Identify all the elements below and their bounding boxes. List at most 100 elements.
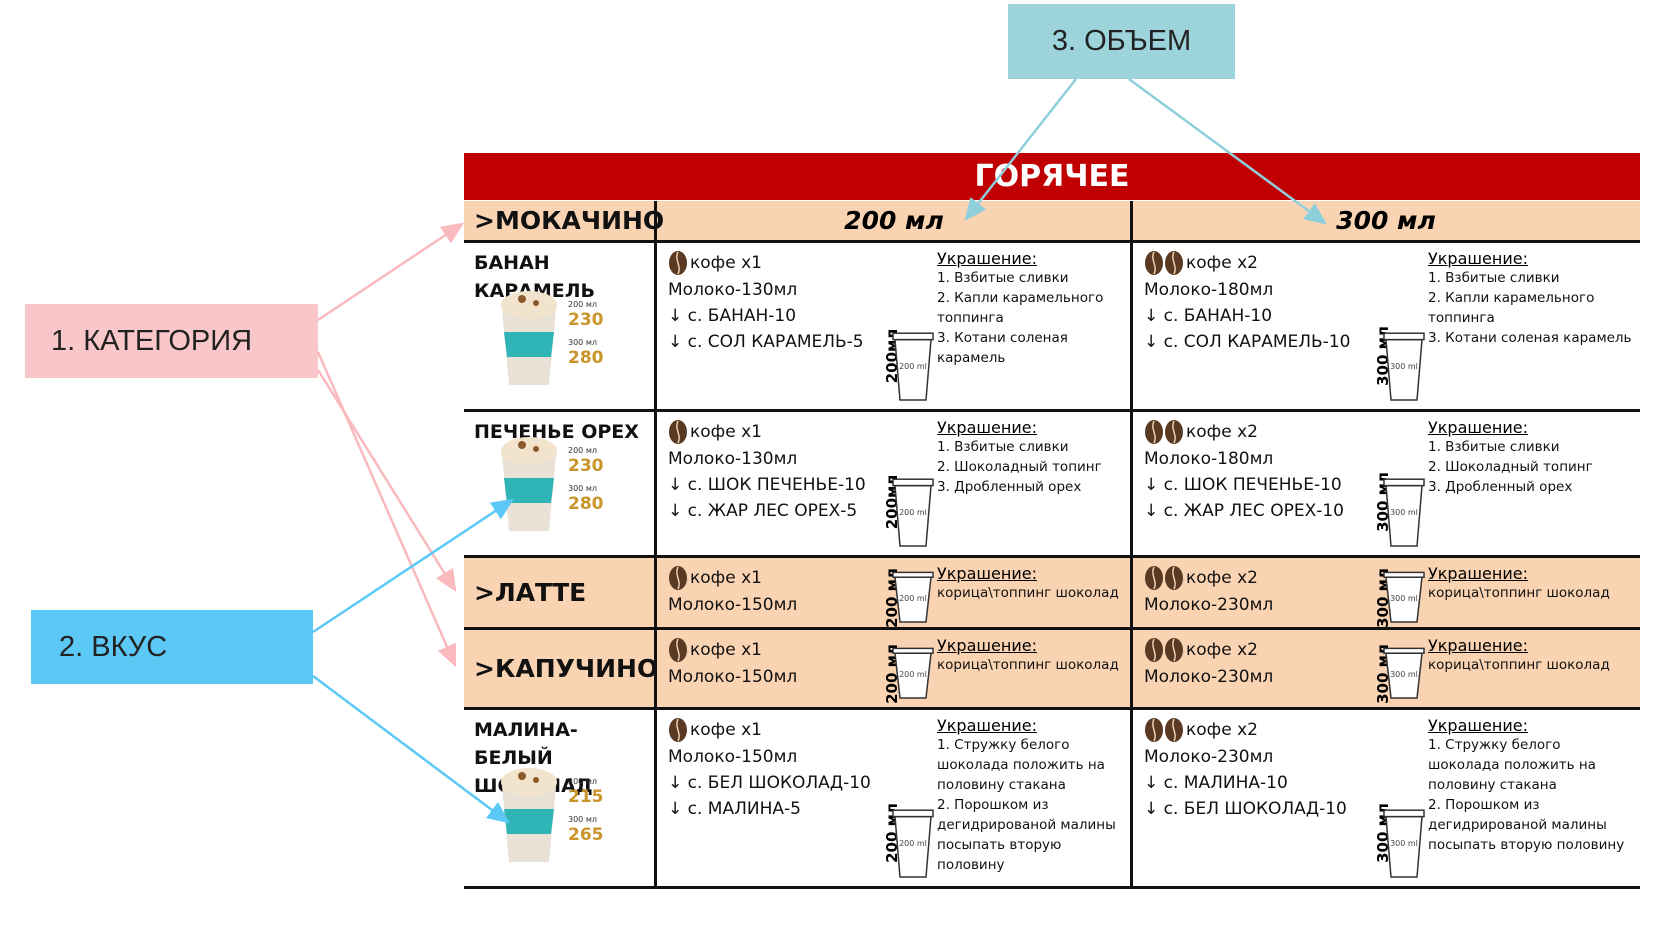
decoration-item: 1. Взбитые сливки [1428, 439, 1560, 455]
cup-volume: 300 ml [1390, 508, 1418, 517]
recipe-line: ↓ с. МАЛИНА-10 [1144, 773, 1288, 793]
price: 215 [568, 787, 604, 807]
recipe-line: Молоко-130мл [668, 280, 798, 300]
decoration-item: 1. Стружку белого шоколада положить на п… [937, 737, 1105, 793]
decoration-item: 2. Капли карамельного топпинга [1428, 290, 1595, 326]
coffee-beans [668, 566, 688, 594]
cup-volume: 300 ml [1390, 839, 1418, 848]
coffee-beans [1144, 566, 1184, 594]
column-divider [654, 412, 657, 558]
size-cell: кофе х2 Молоко-180мл ↓ с. ШОК ПЕЧЕНЬЕ-10 ↓ … [1132, 412, 1640, 555]
decoration: Украшение: корица\топпинг шоколад [937, 636, 1126, 675]
recipe-line: Молоко-130мл [668, 449, 798, 469]
decoration-item: 3. Дробленный орех [1428, 479, 1573, 495]
price-size: 200 мл [568, 300, 597, 309]
decoration-item: 2. Шоколадный топинг [937, 459, 1102, 475]
taste-label: 2. ВКУС [31, 610, 313, 684]
decoration-title: Украшение: [937, 716, 1037, 735]
price-size: 200 мл [568, 446, 597, 455]
price-size: 300 мл [568, 484, 597, 493]
drink-photo [494, 287, 564, 387]
price: 280 [568, 494, 604, 514]
price-size: 300 мл [568, 815, 597, 824]
decoration: Украшение: корица\топпинг шоколад [1428, 564, 1634, 603]
decoration-item: 2. Шоколадный топинг [1428, 459, 1593, 475]
cup-icon [1383, 468, 1425, 548]
coffee-beans [668, 420, 688, 448]
size-cell: кофе х1 Молоко-130мл ↓ с. ШОК ПЕЧЕНЬЕ-10 ↓ … [656, 412, 1132, 555]
decoration-item: 3. Дробленный орех [937, 479, 1082, 495]
volume-label: 3. ОБЪЕМ [1008, 4, 1235, 79]
cup-icon [1383, 799, 1425, 879]
recipe-line: ↓ с. БАНАН-10 [668, 306, 797, 326]
decoration-item: корица\топпинг шоколад [1428, 585, 1610, 601]
cup-icon [892, 322, 934, 402]
table-row: >КАПУЧИНО кофе х1 Молоко-150мл 200 мл 200 ml… [464, 630, 1640, 710]
decoration-title: Украшение: [937, 564, 1037, 583]
coffee-beans [1144, 420, 1184, 448]
size-cell: кофе х2 Молоко-230мл 300 мл 300 ml Украшение… [1132, 558, 1640, 628]
drink-photo [494, 764, 564, 864]
column-divider [654, 201, 657, 243]
decoration-item: корица\топпинг шоколад [1428, 657, 1610, 673]
price-size: 300 мл [568, 338, 597, 347]
column-divider [1130, 630, 1133, 710]
coffee-beans [668, 718, 688, 746]
decoration-item: 1. Взбитые сливки [1428, 270, 1560, 286]
coffee-dose: кофе х2 [1186, 253, 1258, 273]
column-divider [1130, 243, 1133, 412]
row-name: >МОКАЧИНО [474, 206, 665, 235]
row-name: БАНАН КАРАМЕЛЬ [474, 252, 596, 302]
column-divider [1130, 412, 1133, 558]
recipe-line: ↓ с. БЕЛ ШОКОЛАД-10 [1144, 799, 1347, 819]
size-header: 300 мл [1336, 206, 1436, 235]
decoration-item: корица\топпинг шоколад [937, 585, 1119, 601]
recipe-line: ↓ с. ШОК ПЕЧЕНЬЕ-10 [668, 475, 866, 495]
decoration: Украшение: 1. Взбитые сливки 2. Шоколадный… [1428, 418, 1634, 497]
recipe-line: ↓ с. СОЛ КАРАМЕЛЬ-10 [1144, 332, 1351, 352]
menu-table: ГОРЯЧЕЕ >МОКАЧИНО 200 мл 300 мл БАНАН КАРАМЕ… [464, 153, 1640, 889]
cup-icon [1383, 322, 1425, 402]
table-row: >ЛАТТЕ кофе х1 Молоко-150мл 200 мл 200 ml Укр… [464, 558, 1640, 630]
size-cell: кофе х1 Молоко-150мл 200 мл 200 ml Украшение… [656, 630, 1132, 707]
recipe-line: Молоко-230мл [1144, 595, 1274, 615]
decoration-item: 1. Стружку белого шоколада положить на п… [1428, 737, 1596, 793]
cup-icon [1383, 640, 1425, 700]
recipe-line: Молоко-150мл [668, 667, 798, 687]
decoration-title: Украшение: [937, 249, 1037, 268]
cup-volume: 300 ml [1390, 594, 1418, 603]
recipe-line: ↓ с. МАЛИНА-5 [668, 799, 801, 819]
recipe-line: Молоко-150мл [668, 747, 798, 767]
decoration: Украшение: 1. Взбитые сливки 2. Капли кара… [937, 249, 1126, 368]
coffee-dose: кофе х2 [1186, 720, 1258, 740]
column-divider [1130, 558, 1133, 630]
coffee-beans [1144, 718, 1184, 746]
size-cell: кофе х2 Молоко-180мл ↓ с. БАНАН-10 ↓ с. СОЛ… [1132, 243, 1640, 409]
row-name: >КАПУЧИНО [474, 654, 659, 683]
coffee-beans [668, 251, 688, 279]
column-divider [654, 710, 657, 889]
cup-volume: 200 ml [899, 362, 927, 371]
recipe-line: Молоко-230мл [1144, 667, 1274, 687]
coffee-dose: кофе х1 [690, 422, 762, 442]
size-cell: кофе х2 Молоко-230мл ↓ с. МАЛИНА-10 ↓ с. БЕ… [1132, 710, 1640, 886]
cup-icon [1383, 564, 1425, 624]
decoration: Украшение: 1. Стружку белого шоколада пол… [937, 716, 1126, 875]
decoration-item: корица\топпинг шоколад [937, 657, 1119, 673]
decoration-item: 2. Порошком из дегидрированой малины пос… [937, 797, 1116, 873]
size-cell: кофе х1 Молоко-130мл ↓ с. БАНАН-10 ↓ с. СОЛ… [656, 243, 1132, 409]
decoration: Украшение: 1. Стружку белого шоколада пол… [1428, 716, 1634, 855]
decoration: Украшение: 1. Взбитые сливки 2. Шоколадный… [937, 418, 1126, 497]
coffee-dose: кофе х1 [690, 568, 762, 588]
recipe-line: Молоко-180мл [1144, 280, 1274, 300]
coffee-dose: кофе х1 [690, 720, 762, 740]
table-row: БАНАН КАРАМЕЛЬ 200 мл 230 300 мл 280 кофе х1 М… [464, 243, 1640, 412]
size-cell: кофе х1 Молоко-150мл 200 мл 200 ml Украшение… [656, 558, 1132, 628]
coffee-dose: кофе х2 [1186, 422, 1258, 442]
column-divider [1130, 710, 1133, 889]
recipe-line: ↓ с. СОЛ КАРАМЕЛЬ-5 [668, 332, 864, 352]
coffee-dose: кофе х2 [1186, 568, 1258, 588]
column-divider [654, 630, 657, 710]
cup-volume: 200 ml [899, 839, 927, 848]
